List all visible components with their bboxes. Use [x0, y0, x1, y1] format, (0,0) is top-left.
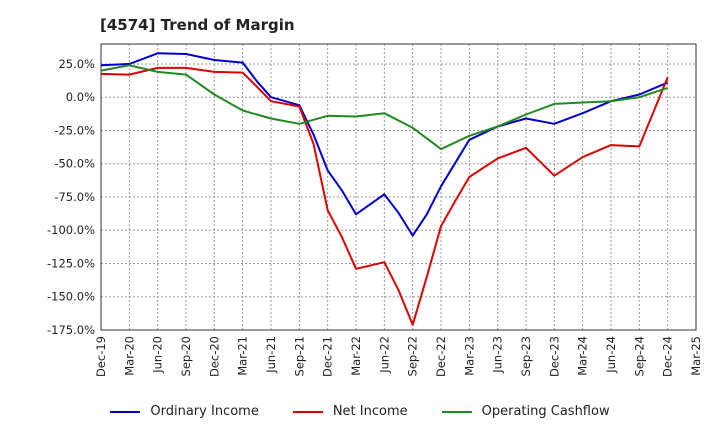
legend: Ordinary Income Net Income Operating Cashf… [0, 404, 720, 419]
x-tick-label: Mar-20 [122, 336, 136, 376]
series-line-operating-cashflow [100, 64, 669, 151]
x-tick-label: Sep-21 [292, 336, 306, 376]
series-line-net-income [100, 66, 669, 326]
y-tick-label: -150.0% [47, 290, 95, 304]
legend-swatch [292, 410, 323, 413]
series-line-ordinary-income [100, 52, 669, 237]
x-tick-label: Mar-21 [236, 336, 250, 376]
x-tick-label: Sep-23 [519, 336, 533, 376]
x-tick-label: Jun-23 [491, 336, 505, 374]
x-tick-label: Mar-23 [462, 336, 476, 376]
x-tick-label: Jun-22 [377, 336, 391, 374]
x-tick-label: Jun-24 [604, 336, 618, 374]
y-tick-label: -175.0% [47, 323, 95, 337]
legend-item: Net Income [292, 404, 408, 419]
legend-item: Operating Cashflow [441, 404, 610, 419]
legend-label: Net Income [332, 404, 408, 419]
legend-swatch [110, 410, 141, 413]
y-tick-label: -25.0% [54, 123, 95, 137]
x-tick-label: Jun-20 [151, 336, 165, 374]
y-tick-label: -125.0% [47, 256, 95, 270]
x-tick-label: Sep-24 [632, 336, 646, 376]
x-tick-label: Dec-24 [661, 336, 675, 377]
x-tick-label: Jun-21 [264, 336, 278, 374]
x-tick-label: Dec-22 [434, 336, 448, 377]
x-tick-label: Dec-19 [94, 336, 108, 377]
x-tick-label: Sep-22 [406, 336, 420, 376]
y-tick-label: -50.0% [54, 157, 95, 171]
y-tick-label: -75.0% [54, 190, 95, 204]
y-tick-label: -100.0% [47, 223, 95, 237]
x-tick-label: Dec-20 [207, 336, 221, 377]
y-tick-label: 25.0% [58, 57, 95, 71]
margin-line-chart: 25.0% 0.0% -25.0% -50.0% -75.0% -100.0% -125.0… [47, 43, 703, 377]
x-tick-label: Dec-23 [547, 336, 561, 377]
plot-area-frame [100, 43, 697, 331]
x-tick-label: Mar-24 [576, 336, 590, 376]
x-tick-label: Sep-20 [179, 336, 193, 376]
chart-title: [4574] Trend of Margin [100, 16, 295, 34]
x-tick-label: Dec-21 [321, 336, 335, 377]
x-tick-label: Mar-25 [689, 336, 703, 376]
legend-label: Ordinary Income [150, 404, 259, 419]
legend-label: Operating Cashflow [481, 404, 610, 419]
legend-item: Ordinary Income [110, 404, 259, 419]
y-tick-label: 0.0% [66, 90, 95, 104]
x-tick-label: Mar-22 [349, 336, 363, 376]
legend-swatch [441, 410, 472, 413]
